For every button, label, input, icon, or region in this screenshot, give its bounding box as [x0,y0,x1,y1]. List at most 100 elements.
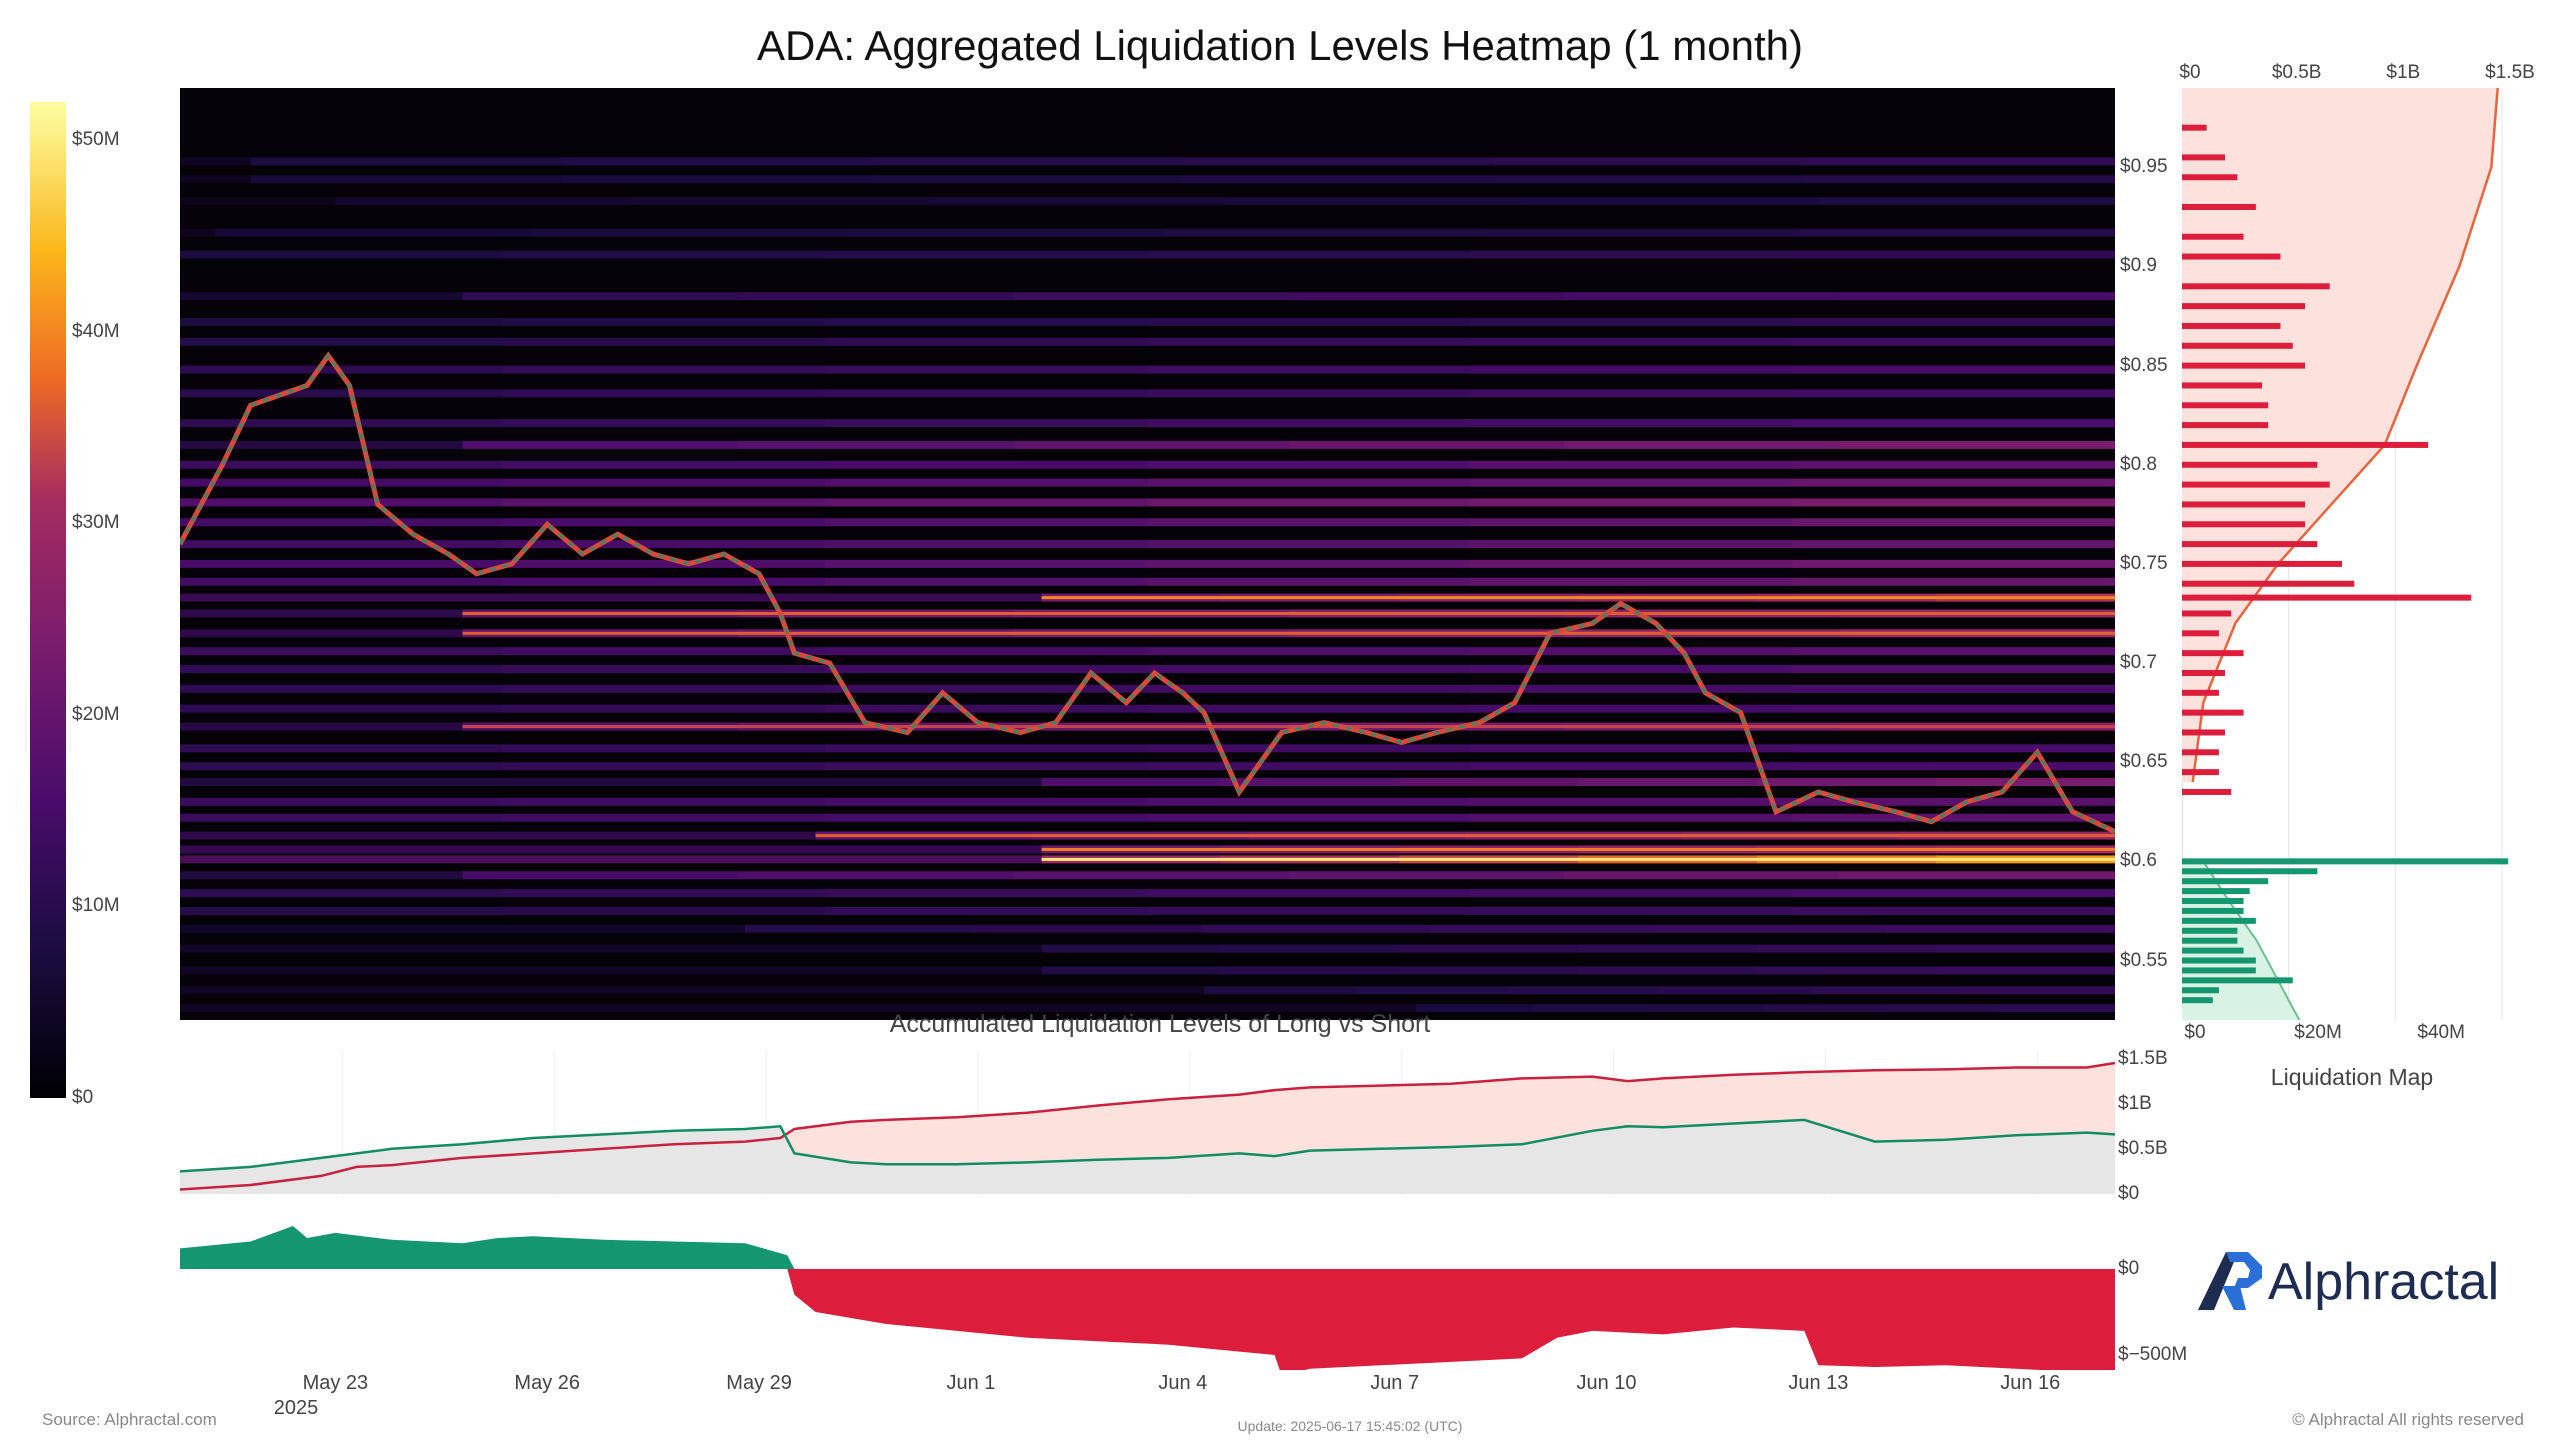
colorbar-tick: $0 [72,1087,94,1108]
heat-band [180,762,2115,771]
short-liq-bar [2182,669,2226,676]
x-axis-tick: Jun 1 [946,1372,996,1394]
long-liq-bar [2182,937,2238,944]
short-liq-bar [2182,580,2355,587]
long-cumulative-line [2202,860,2301,1020]
short-liq-bar [2182,610,2232,617]
x-axis-tick: May 29 [726,1372,792,1394]
heat-band [180,197,2115,206]
price-axis-tick: $0.95 [2120,156,2168,178]
short-liq-bar [2182,461,2318,468]
liq-map-top-tick: $1.5B [2485,62,2535,83]
x-axis-year: 2025 [273,1397,319,1419]
short-cumulative-line [2191,88,2499,783]
delta-axis-tick: $−500M [2118,1344,2188,1365]
long-liq-bar [2182,917,2256,924]
heat-band [180,577,2115,586]
price-axis-tick: $0.55 [2120,949,2168,971]
short-liq-bar [2182,402,2269,409]
accumulated-chart [180,1050,2115,1196]
heat-band [180,157,2115,166]
heat-band [180,722,2115,731]
heat-band [180,944,2115,953]
price-axis-tick: $0.6 [2120,850,2157,872]
heat-band [180,292,2115,301]
heat-band [180,889,2115,898]
long-accum-line [180,1118,2115,1173]
delta-long-area [180,1226,2115,1269]
heat-band [180,540,2115,549]
heat-band [180,478,2115,487]
heat-band [180,593,2115,602]
liq-map-top-tick: $0.5B [2271,62,2322,83]
x-axis-tick: May 26 [514,1372,581,1394]
short-liq-bar [2182,382,2262,389]
long-accum-area [180,1119,2115,1194]
price-axis-tick: $0.65 [2120,751,2168,773]
colorbar-tick: $40M [72,320,120,342]
delta-axis-tick: $0 [2118,1258,2140,1279]
long-liq-bar [2182,967,2256,974]
liq-map-bottom-tick: $0 [2184,1022,2206,1043]
colorbar-tick: $30M [72,512,120,534]
delta-short-area [180,1269,2115,1370]
long-liq-bar [2182,868,2318,875]
heat-band [180,175,2115,184]
liquidation-map [2182,88,2522,1020]
chart-title: ADA: Aggregated Liquidation Levels Heatm… [757,22,1803,69]
short-cumulative-area [2182,88,2498,783]
heat-band [180,228,2115,237]
colorbar-tick: $50M [72,129,120,151]
accumulated-subtitle: Accumulated Liquidation Levels of Long v… [889,1010,1431,1038]
price-axis-tick: $0.7 [2120,652,2157,674]
long-liq-bar [2182,947,2244,954]
short-liq-bar [2182,253,2281,260]
heat-band [180,559,2115,568]
liq-map-bottom-tick: $40M [2417,1022,2465,1043]
short-liq-bar [2182,422,2269,429]
short-liq-bar [2182,709,2244,716]
short-liq-bar [2182,729,2226,736]
long-liq-bar [2182,927,2238,934]
heat-band [180,498,2115,507]
heat-band [180,845,2115,854]
heat-band [180,684,2115,693]
heat-band [180,778,2115,787]
heat-band [180,744,2115,753]
liq-map-top-tick: $1B [2386,62,2421,83]
short-liq-bar [2182,749,2219,756]
heat-band [180,460,2115,469]
update-timestamp: Update: 2025-06-17 15:45:02 (UTC) [1237,1418,1463,1434]
short-liq-bar [2182,501,2306,508]
heat-band [180,389,2115,398]
heat-band [180,704,2115,713]
short-liq-bar [2182,650,2244,657]
long-liq-bar [2182,898,2244,905]
heat-band [180,966,2115,975]
short-liq-bar [2182,303,2306,310]
x-axis-tick: Jun 10 [1576,1372,1637,1394]
short-liq-bar [2182,594,2472,601]
heat-band [180,419,2115,428]
x-axis-tick: Jun 4 [1158,1372,1208,1394]
heat-band [180,440,2115,449]
heat-band [180,831,2115,840]
heat-band [180,337,2115,346]
long-liq-bar [2182,888,2250,895]
liq-map-bottom-tick: $20M [2294,1022,2342,1043]
price-axis-tick: $0.8 [2120,453,2157,475]
colorbar-gradient [30,102,66,1098]
long-liq-bar [2182,878,2269,885]
short-liq-bar [2182,541,2318,548]
heat-band [180,365,2115,374]
heat-band [180,317,2115,326]
x-axis-tick: May 23 [302,1372,369,1394]
short-accum-line [180,1061,2115,1191]
copyright-label: © Alphractal All rights reserved [2292,1410,2524,1429]
heat-band [180,855,2115,864]
x-axis-tick: Jun 13 [1788,1372,1849,1394]
short-liq-bar [2182,322,2281,329]
short-liq-bar [2182,174,2238,181]
heat-band [180,871,2115,880]
heat-band [180,629,2115,638]
